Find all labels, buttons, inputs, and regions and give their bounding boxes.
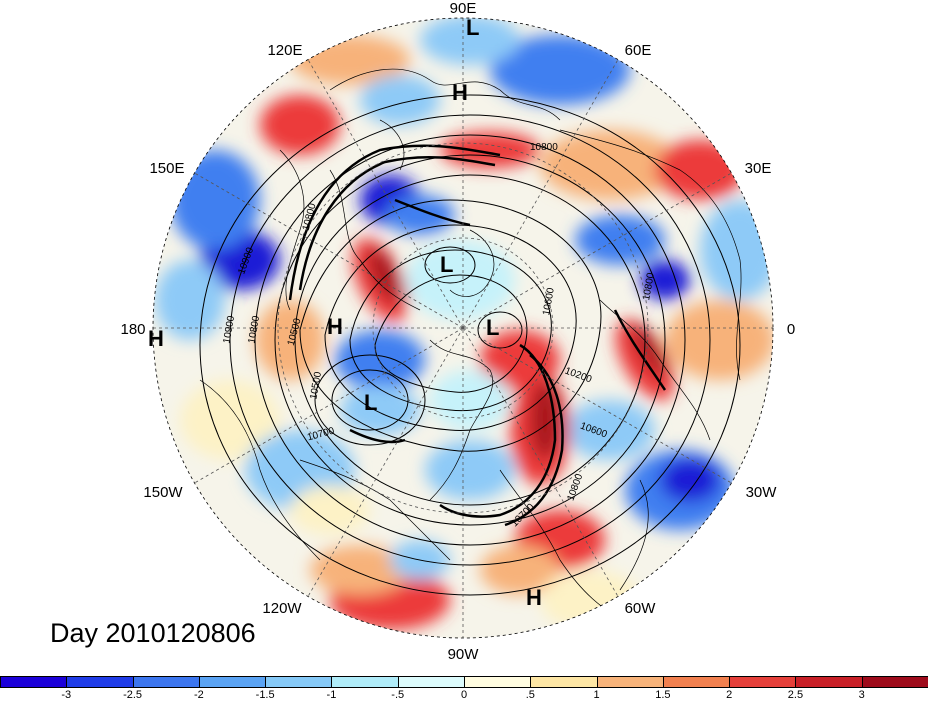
- colorbar-tick-label: 3: [858, 689, 865, 701]
- lon-label-30e: 30E: [745, 160, 772, 177]
- pressure-systems: L H L H L L H H: [148, 15, 542, 610]
- colorbar-swatch: [795, 676, 863, 688]
- low-marker: L: [466, 15, 479, 40]
- colorbar-swatch: [0, 676, 68, 688]
- contour-label: 10800: [530, 142, 558, 153]
- colorbar-swatch: [397, 676, 465, 688]
- colorbar-tick-label: -.5: [391, 689, 405, 701]
- colorbar-tick-label: 1.5: [655, 689, 671, 701]
- contour-label: 10600: [541, 287, 557, 317]
- colorbar-tick-label: .5: [525, 689, 535, 701]
- contour-label: 10800: [641, 272, 657, 302]
- graticule: [153, 18, 773, 638]
- low-marker: L: [486, 315, 499, 340]
- colorbar-swatch: [662, 676, 731, 688]
- lon-label-60w: 60W: [625, 600, 657, 617]
- colorbar-tick-label: 0: [460, 689, 468, 701]
- colorbar-swatch: [729, 676, 797, 688]
- lon-label-0: 0: [787, 321, 795, 338]
- jet-contours: [288, 144, 667, 527]
- lon-label-180: 180: [120, 321, 145, 338]
- colorbar-swatch: [66, 676, 134, 688]
- lon-label-150e: 150E: [149, 160, 184, 177]
- lon-label-120w: 120W: [262, 600, 302, 617]
- lon-label-120e: 120E: [267, 42, 302, 59]
- longitude-labels: 90E 60E 30E 0 30W 60W 90W 120W 150W 180 …: [120, 0, 795, 663]
- lon-label-60e: 60E: [625, 42, 652, 59]
- contour-label: 10500: [308, 371, 324, 401]
- colorbar-tick-label: 2.5: [787, 689, 804, 701]
- colorbar-tick-label: -3: [61, 689, 72, 701]
- high-marker: H: [526, 585, 542, 610]
- colorbar-swatch: [198, 676, 267, 688]
- colorbar-swatch: [132, 676, 200, 688]
- colorbar-swatch: [861, 676, 928, 688]
- lon-label-150w: 150W: [143, 484, 183, 501]
- lon-label-90e: 90E: [450, 0, 477, 17]
- low-marker: L: [440, 252, 453, 277]
- colorbar-swatch: [331, 676, 399, 688]
- map-boundary: [152, 17, 774, 639]
- high-marker: H: [148, 326, 164, 351]
- colorbar-tick-label: -1: [326, 689, 337, 701]
- high-marker: H: [327, 314, 343, 339]
- low-marker: L: [364, 390, 377, 415]
- map-title: Day 2010120806: [50, 618, 256, 648]
- contours: [199, 94, 741, 596]
- colorbar-swatch: [596, 676, 664, 688]
- colorbar-tick-label: 1: [593, 689, 600, 701]
- contour-label: 10800: [247, 315, 263, 345]
- colorbar-swatch: [530, 676, 598, 688]
- colorbar-tick-label: -2.5: [123, 689, 143, 701]
- colorbar-swatch: [265, 676, 333, 688]
- high-marker: H: [452, 80, 468, 105]
- contour-label: 10900: [222, 315, 238, 345]
- lon-label-30w: 30W: [746, 484, 778, 501]
- colorbar-tick-label: 2: [726, 689, 733, 701]
- colorbar-tick-label: -1.5: [255, 689, 275, 701]
- colorbar-tick-label: -2: [193, 689, 204, 701]
- colorbar: -3 -2.5 -2 -1.5 -1 -.5 0 .5 1 1.5 2 2.5 3: [0, 676, 928, 702]
- colorbar-swatch: [464, 676, 532, 688]
- lon-label-90w: 90W: [448, 646, 480, 663]
